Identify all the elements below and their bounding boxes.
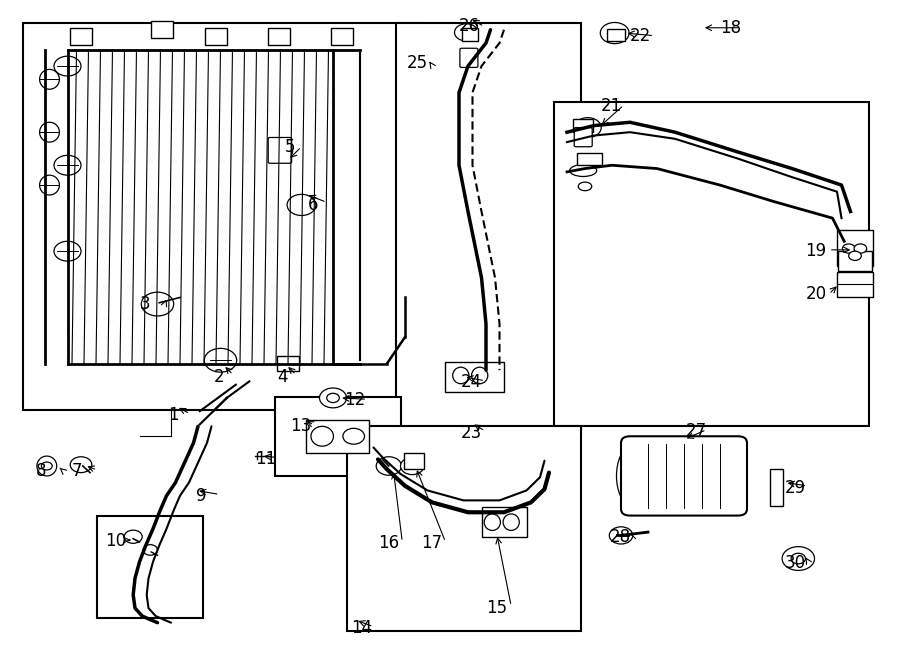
Bar [396,23,580,433]
Circle shape [204,348,237,372]
Text: 12: 12 [344,391,365,409]
Circle shape [574,118,601,137]
Bar [331,28,353,44]
Ellipse shape [40,122,59,142]
Text: 28: 28 [610,527,631,546]
Text: 7: 7 [72,461,83,480]
Ellipse shape [578,182,592,190]
Circle shape [327,393,339,403]
Circle shape [454,24,478,41]
Text: 25: 25 [407,54,428,72]
Circle shape [609,527,633,544]
Ellipse shape [616,448,643,504]
Text: 8: 8 [36,461,47,480]
Text: 5: 5 [284,137,295,156]
Circle shape [124,530,142,543]
Text: 19: 19 [806,242,826,260]
Text: 10: 10 [105,531,126,550]
Bar [607,29,625,41]
Text: 24: 24 [461,373,482,391]
Bar [277,356,299,371]
Text: 17: 17 [421,534,442,553]
Ellipse shape [453,368,469,383]
Text: 3: 3 [140,295,150,313]
Circle shape [143,545,157,555]
Text: 13: 13 [290,417,311,436]
Ellipse shape [472,368,488,383]
Circle shape [791,553,806,564]
Text: 14: 14 [351,619,372,637]
Circle shape [854,244,867,253]
Circle shape [718,442,736,455]
Bar [22,23,423,410]
Circle shape [54,56,81,76]
Bar [346,426,580,631]
Ellipse shape [37,456,57,476]
Circle shape [842,244,855,253]
Text: 30: 30 [785,554,806,572]
FancyBboxPatch shape [460,48,478,67]
Text: 27: 27 [686,422,706,440]
Circle shape [54,241,81,261]
Text: 21: 21 [601,97,623,115]
Circle shape [849,251,861,260]
Text: 1: 1 [168,406,179,424]
Text: 11: 11 [255,450,276,469]
Bar [306,420,369,453]
Bar [554,102,868,426]
Circle shape [600,22,629,44]
Ellipse shape [503,514,519,530]
Circle shape [320,388,346,408]
FancyBboxPatch shape [268,137,292,163]
Circle shape [141,292,174,316]
Text: 6: 6 [308,196,319,214]
Text: 26: 26 [459,17,480,36]
Bar [838,251,872,271]
FancyBboxPatch shape [621,436,747,516]
Bar [837,272,873,297]
Bar [150,22,173,38]
Ellipse shape [40,69,59,89]
Ellipse shape [40,175,59,195]
Circle shape [376,457,401,475]
Circle shape [400,457,424,475]
Circle shape [782,547,814,570]
Bar [274,397,400,476]
Circle shape [41,462,52,470]
Bar [204,28,227,44]
Bar [97,516,202,618]
Bar [70,28,92,44]
Text: 22: 22 [630,26,652,45]
Bar [482,508,526,537]
Circle shape [54,155,81,175]
Text: 15: 15 [486,599,507,617]
Bar [446,362,504,391]
Ellipse shape [484,514,500,530]
Bar [268,28,290,44]
Circle shape [718,497,736,510]
Text: 16: 16 [378,534,399,553]
Bar [573,119,593,132]
Circle shape [343,428,364,444]
Bar [462,28,478,41]
Text: 23: 23 [461,424,482,442]
Ellipse shape [311,426,333,446]
Text: 18: 18 [720,19,741,37]
Text: 2: 2 [214,368,225,386]
Circle shape [70,457,92,473]
Bar [404,453,424,469]
Bar [770,469,783,506]
Ellipse shape [570,165,597,176]
Circle shape [287,194,316,215]
Text: 20: 20 [806,285,826,303]
Bar [577,153,602,165]
Text: 29: 29 [785,479,806,497]
Text: 4: 4 [277,368,288,386]
Bar [837,229,873,266]
Text: 9: 9 [196,486,207,505]
FancyBboxPatch shape [574,128,592,147]
